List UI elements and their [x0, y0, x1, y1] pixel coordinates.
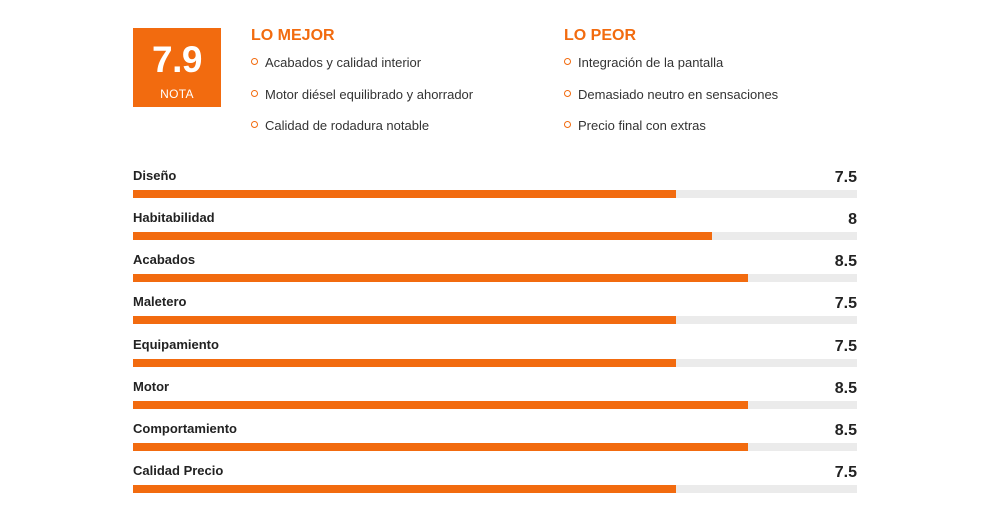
bullet-circle-icon	[564, 90, 571, 98]
rating-bar-fill	[133, 232, 713, 240]
pros-item: Acabados y calidad interior	[251, 55, 421, 71]
cons-item-text: Demasiado neutro en sensaciones	[578, 87, 779, 102]
cons-item: Demasiado neutro en sensaciones	[564, 87, 778, 103]
rating-bar-fill	[133, 443, 749, 451]
pros-section: LO MEJOR Acabados y calidad interior Mot…	[251, 26, 473, 133]
rating-bar-track	[133, 359, 857, 367]
rating-row: Comportamiento 8.5	[133, 421, 857, 461]
pros-item-text: Calidad de rodadura notable	[265, 118, 430, 133]
bullet-circle-icon	[564, 121, 571, 129]
rating-bar-fill	[133, 401, 749, 409]
cons-title: LO PEOR	[564, 27, 637, 44]
rating-row: Habitabilidad 8	[133, 210, 857, 250]
rating-value: 7.5	[834, 295, 857, 312]
rating-bar-fill	[133, 359, 676, 367]
rating-label: Equipamiento	[133, 337, 219, 352]
rating-value: 8.5	[834, 422, 857, 439]
cons-item: Integración de la pantalla	[564, 55, 723, 71]
bullet-circle-icon	[251, 121, 258, 129]
pros-title: LO MEJOR	[251, 27, 335, 44]
rating-row: Diseño 7.5	[133, 168, 857, 208]
rating-value: 7.5	[834, 338, 857, 355]
cons-item-text: Precio final con extras	[578, 118, 706, 133]
rating-bar-track	[133, 274, 857, 282]
rating-bar-fill	[133, 274, 749, 282]
rating-label: Calidad Precio	[133, 463, 224, 478]
rating-bar-track	[133, 190, 857, 198]
overall-score-label: NOTA	[160, 87, 194, 101]
overall-score-badge: 7.9 NOTA	[133, 28, 221, 107]
rating-value: 7.5	[834, 464, 857, 481]
bullet-circle-icon	[251, 58, 258, 66]
overall-score-value: 7.9	[152, 39, 202, 80]
rating-label: Acabados	[133, 252, 196, 267]
bullet-circle-icon	[251, 90, 258, 98]
cons-item-text: Integración de la pantalla	[578, 55, 724, 70]
rating-row: Acabados 8.5	[133, 252, 857, 292]
rating-value: 8.5	[834, 253, 857, 270]
rating-label: Motor	[133, 379, 170, 394]
rating-bar-track	[133, 401, 857, 409]
rating-bar-fill	[133, 485, 676, 493]
rating-bar-track	[133, 443, 857, 451]
pros-item-text: Acabados y calidad interior	[265, 55, 422, 70]
rating-value: 7.5	[834, 169, 857, 186]
rating-bar-track	[133, 316, 857, 324]
rating-bar-track	[133, 232, 857, 240]
bullet-circle-icon	[564, 58, 571, 66]
rating-row: Motor 8.5	[133, 379, 857, 419]
rating-bar-track	[133, 485, 857, 493]
rating-label: Habitabilidad	[133, 210, 215, 225]
pros-item: Motor diésel equilibrado y ahorrador	[251, 87, 473, 103]
pros-item: Calidad de rodadura notable	[251, 118, 429, 134]
rating-label: Maletero	[133, 294, 187, 309]
rating-row: Maletero 7.5	[133, 294, 857, 334]
rating-bar-fill	[133, 316, 676, 324]
cons-section: LO PEOR Integración de la pantalla Demas…	[564, 26, 778, 133]
rating-bar-fill	[133, 190, 676, 198]
rating-label: Diseño	[133, 168, 177, 183]
rating-row: Equipamiento 7.5	[133, 337, 857, 377]
cons-item: Precio final con extras	[564, 118, 706, 134]
rating-row: Calidad Precio 7.5	[133, 463, 857, 503]
rating-value: 8.5	[834, 380, 857, 397]
pros-item-text: Motor diésel equilibrado y ahorrador	[265, 87, 474, 102]
rating-label: Comportamiento	[133, 421, 237, 436]
rating-value: 8	[848, 211, 857, 228]
